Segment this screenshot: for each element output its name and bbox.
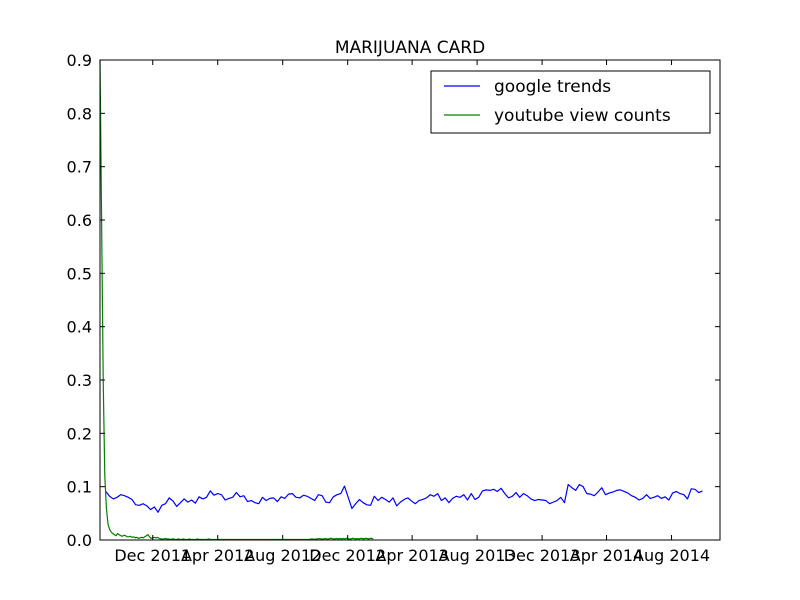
x-tick-label: Dec 2011 — [114, 546, 191, 565]
x-tick-label: Dec 2013 — [504, 546, 581, 565]
plot-area — [99, 59, 721, 541]
legend-frame — [430, 70, 711, 134]
y-tick-label: 0.2 — [67, 424, 92, 443]
legend-label-youtube-view-counts: youtube view counts — [494, 106, 671, 126]
y-tick-label: 0.5 — [67, 264, 92, 283]
plot-background — [100, 60, 720, 540]
x-tick-label: Dec 2012 — [309, 546, 386, 565]
series-line-google-trends — [105, 483, 703, 513]
y-tick-label: 0.3 — [67, 371, 92, 390]
y-tick-label: 0.6 — [67, 211, 92, 230]
x-tick-label: Aug 2012 — [244, 546, 321, 565]
plot-frame — [99, 59, 721, 541]
series-layer — [99, 59, 703, 541]
x-tick-label: Apr 2014 — [570, 546, 643, 565]
y-axis: 0.0 0.1 0.2 0.3 0.4 0.5 0.6 0.7 0.8 0.9 — [67, 51, 720, 550]
y-tick-label: 0.0 — [67, 531, 92, 550]
y-tick-label: 0.1 — [67, 478, 92, 497]
series-line-youtube-view-counts — [99, 59, 374, 541]
y-tick-label: 0.8 — [67, 104, 92, 123]
x-tick-label: Aug 2014 — [633, 546, 710, 565]
legend-label-google-trends: google trends — [494, 77, 611, 97]
x-tick-label: Aug 2013 — [439, 546, 516, 565]
chart-title: MARIJUANA CARD — [335, 38, 485, 58]
y-tick-label: 0.7 — [67, 158, 92, 177]
y-tick-label: 0.9 — [67, 51, 92, 70]
x-tick-label: Apr 2012 — [181, 546, 254, 565]
x-tick-label: Apr 2013 — [375, 546, 448, 565]
y-tick-label: 0.4 — [67, 318, 92, 337]
legend: google trends youtube view counts — [430, 70, 711, 134]
